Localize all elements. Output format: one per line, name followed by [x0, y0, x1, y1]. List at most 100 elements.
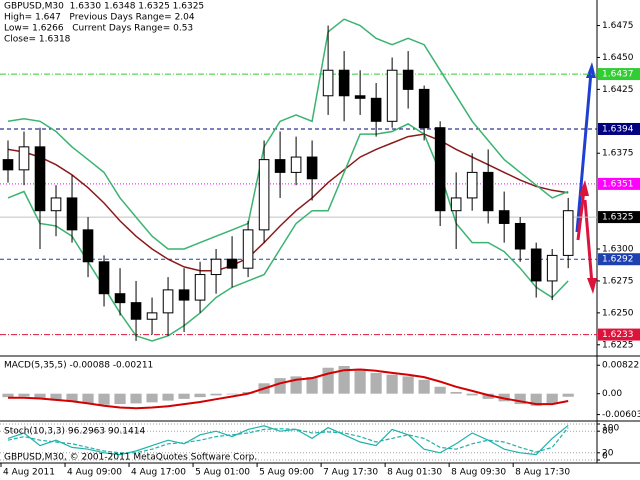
chart-header: Close= 1.6318 [4, 35, 71, 45]
arrow-head [579, 180, 589, 196]
level-price-box [598, 68, 640, 81]
macd-signal-line [8, 368, 569, 410]
indicator-line [7, 133, 569, 272]
candle-body [194, 274, 206, 301]
y-tick-label: 80 [602, 427, 614, 437]
candle-body [418, 88, 430, 129]
macd-bar [402, 376, 414, 394]
x-tick-label: 5 Aug 09:00 [259, 468, 314, 478]
y-tick-label: 1.6425 [602, 85, 634, 95]
candle-body [258, 159, 270, 231]
candle-body [130, 302, 142, 320]
level-price-label: 1.6292 [602, 255, 634, 265]
x-tick-label: 4 Aug 09:00 [67, 468, 122, 478]
macd-bar [450, 391, 462, 394]
candle-body [370, 97, 382, 122]
macd-bar [290, 376, 302, 394]
chart-header: GBPUSD,M30 1.6330 1.6348 1.6325 1.6325 [4, 2, 204, 12]
candle-body [386, 69, 398, 122]
arrow [575, 71, 593, 233]
macd-bar [434, 386, 446, 394]
y-tick-label: 1.6300 [602, 245, 634, 255]
pane-title: MACD(5,35,5) -0.00088 -0.00211 [4, 361, 153, 371]
arrow [583, 199, 594, 285]
chart-header: High= 1.647 Previous Days Range= 2.04 [4, 13, 195, 23]
candle-body [274, 159, 286, 173]
macd-bar [146, 393, 158, 403]
candle-body [66, 197, 78, 231]
macd-bar [82, 393, 94, 404]
macd-bar [466, 393, 478, 396]
stoch-line [7, 427, 569, 454]
y-tick-label: 1.6450 [602, 53, 634, 63]
candle-body [562, 210, 574, 256]
candle-body [498, 210, 510, 224]
macd-bar [562, 393, 574, 397]
watermark: GBPUSD,M30, © 2001-2011 MetaQuotes Softw… [4, 453, 257, 463]
candle-body [114, 293, 126, 304]
macd-bar [482, 393, 494, 399]
macd-bar [338, 366, 350, 394]
macd-bar [34, 393, 46, 399]
level-price-label: 1.6325 [602, 213, 634, 223]
candle-body [210, 258, 222, 276]
macd-bar [514, 393, 526, 405]
candle-body [290, 156, 302, 173]
x-tick-label: 5 Aug 01:00 [195, 468, 250, 478]
y-tick-label: 1.6475 [602, 21, 634, 31]
macd-bar [370, 372, 382, 394]
stoch-line [7, 424, 569, 456]
macd-bar [386, 374, 398, 394]
candle-body [322, 69, 334, 97]
macd-bar [178, 393, 190, 399]
candle-body [466, 171, 478, 199]
y-tick-label: 1.6250 [602, 308, 634, 318]
y-tick-label: 1.6275 [602, 276, 634, 286]
y-tick-label: 1.6375 [602, 149, 634, 159]
macd-bar [2, 393, 14, 398]
candle-body [482, 171, 494, 212]
y-tick-label: 0.00822 [602, 361, 639, 371]
level-price-box [598, 122, 640, 135]
arrow [576, 189, 586, 241]
x-tick-label: 7 Aug 17:30 [323, 468, 378, 478]
candle-body [162, 289, 174, 314]
macd-bar [418, 379, 430, 394]
macd-bar [322, 367, 334, 394]
x-tick-label: 8 Aug 17:30 [515, 468, 570, 478]
y-tick-label: 0 [602, 452, 608, 462]
arrow-head [587, 278, 597, 294]
candle-body [82, 229, 94, 263]
candle-body [98, 261, 110, 295]
level-price-label: 1.6233 [602, 330, 634, 340]
candle-body [514, 222, 526, 250]
candle-body [354, 95, 366, 99]
candle-body [50, 197, 62, 212]
candle-body [530, 248, 542, 282]
candle-body [450, 197, 462, 212]
level-price-box [598, 177, 640, 190]
y-tick-label: -0.00603 [602, 410, 640, 420]
macd-bar [66, 393, 78, 402]
candle-body [546, 254, 558, 282]
candle-body [226, 258, 238, 269]
y-tick-label: 20 [602, 448, 614, 458]
macd-bar [546, 393, 558, 405]
level-price-box [598, 328, 640, 341]
x-tick-label: 8 Aug 09:30 [451, 468, 506, 478]
macd-bar [50, 393, 62, 401]
level-price-label: 1.6437 [602, 70, 634, 80]
level-price-label: 1.6351 [602, 179, 634, 189]
macd-bar [130, 393, 142, 404]
macd-bar [162, 393, 174, 401]
macd-bar [114, 393, 126, 405]
indicator-line [7, 18, 569, 250]
level-price-label: 1.6394 [602, 124, 634, 134]
macd-bar [194, 393, 206, 398]
candle-body [402, 69, 414, 90]
macd-bar [210, 393, 222, 396]
candle-body [34, 146, 46, 212]
pane-title: Stoch(10,3,3) 96.2963 90.1414 [4, 427, 145, 437]
